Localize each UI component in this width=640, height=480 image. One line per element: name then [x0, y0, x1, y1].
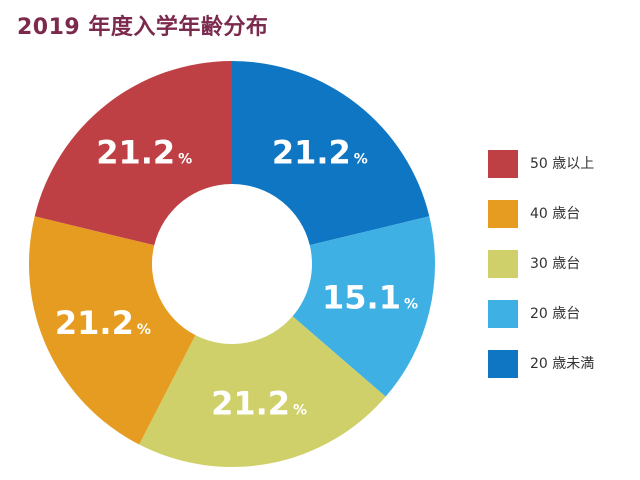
slice-1	[34, 61, 233, 246]
legend-label: 40 歳台	[530, 206, 581, 222]
slice-5	[232, 61, 430, 246]
legend-label: 50 歳以上	[530, 156, 595, 172]
slice-label-4: 15.1%	[322, 278, 418, 316]
legend-swatch	[488, 350, 518, 378]
legend-label: 20 歳台	[530, 306, 581, 322]
legend-swatch	[488, 300, 518, 328]
slice-2	[29, 216, 196, 445]
legend-swatch	[488, 150, 518, 178]
slice-4	[292, 216, 435, 397]
slice-3	[139, 316, 386, 467]
slice-label-5: 21.2%	[272, 133, 368, 171]
slice-label-2: 21.2%	[55, 304, 151, 342]
chart-title: 2019 年度入学年齢分布	[17, 15, 269, 40]
slice-label-1: 21.2%	[96, 133, 192, 171]
legend-label: 30 歳台	[530, 256, 581, 272]
legend-swatch	[488, 200, 518, 228]
legend-label: 20 歳未満	[530, 356, 595, 372]
legend-swatch	[488, 250, 518, 278]
slice-label-3: 21.2%	[211, 384, 307, 422]
